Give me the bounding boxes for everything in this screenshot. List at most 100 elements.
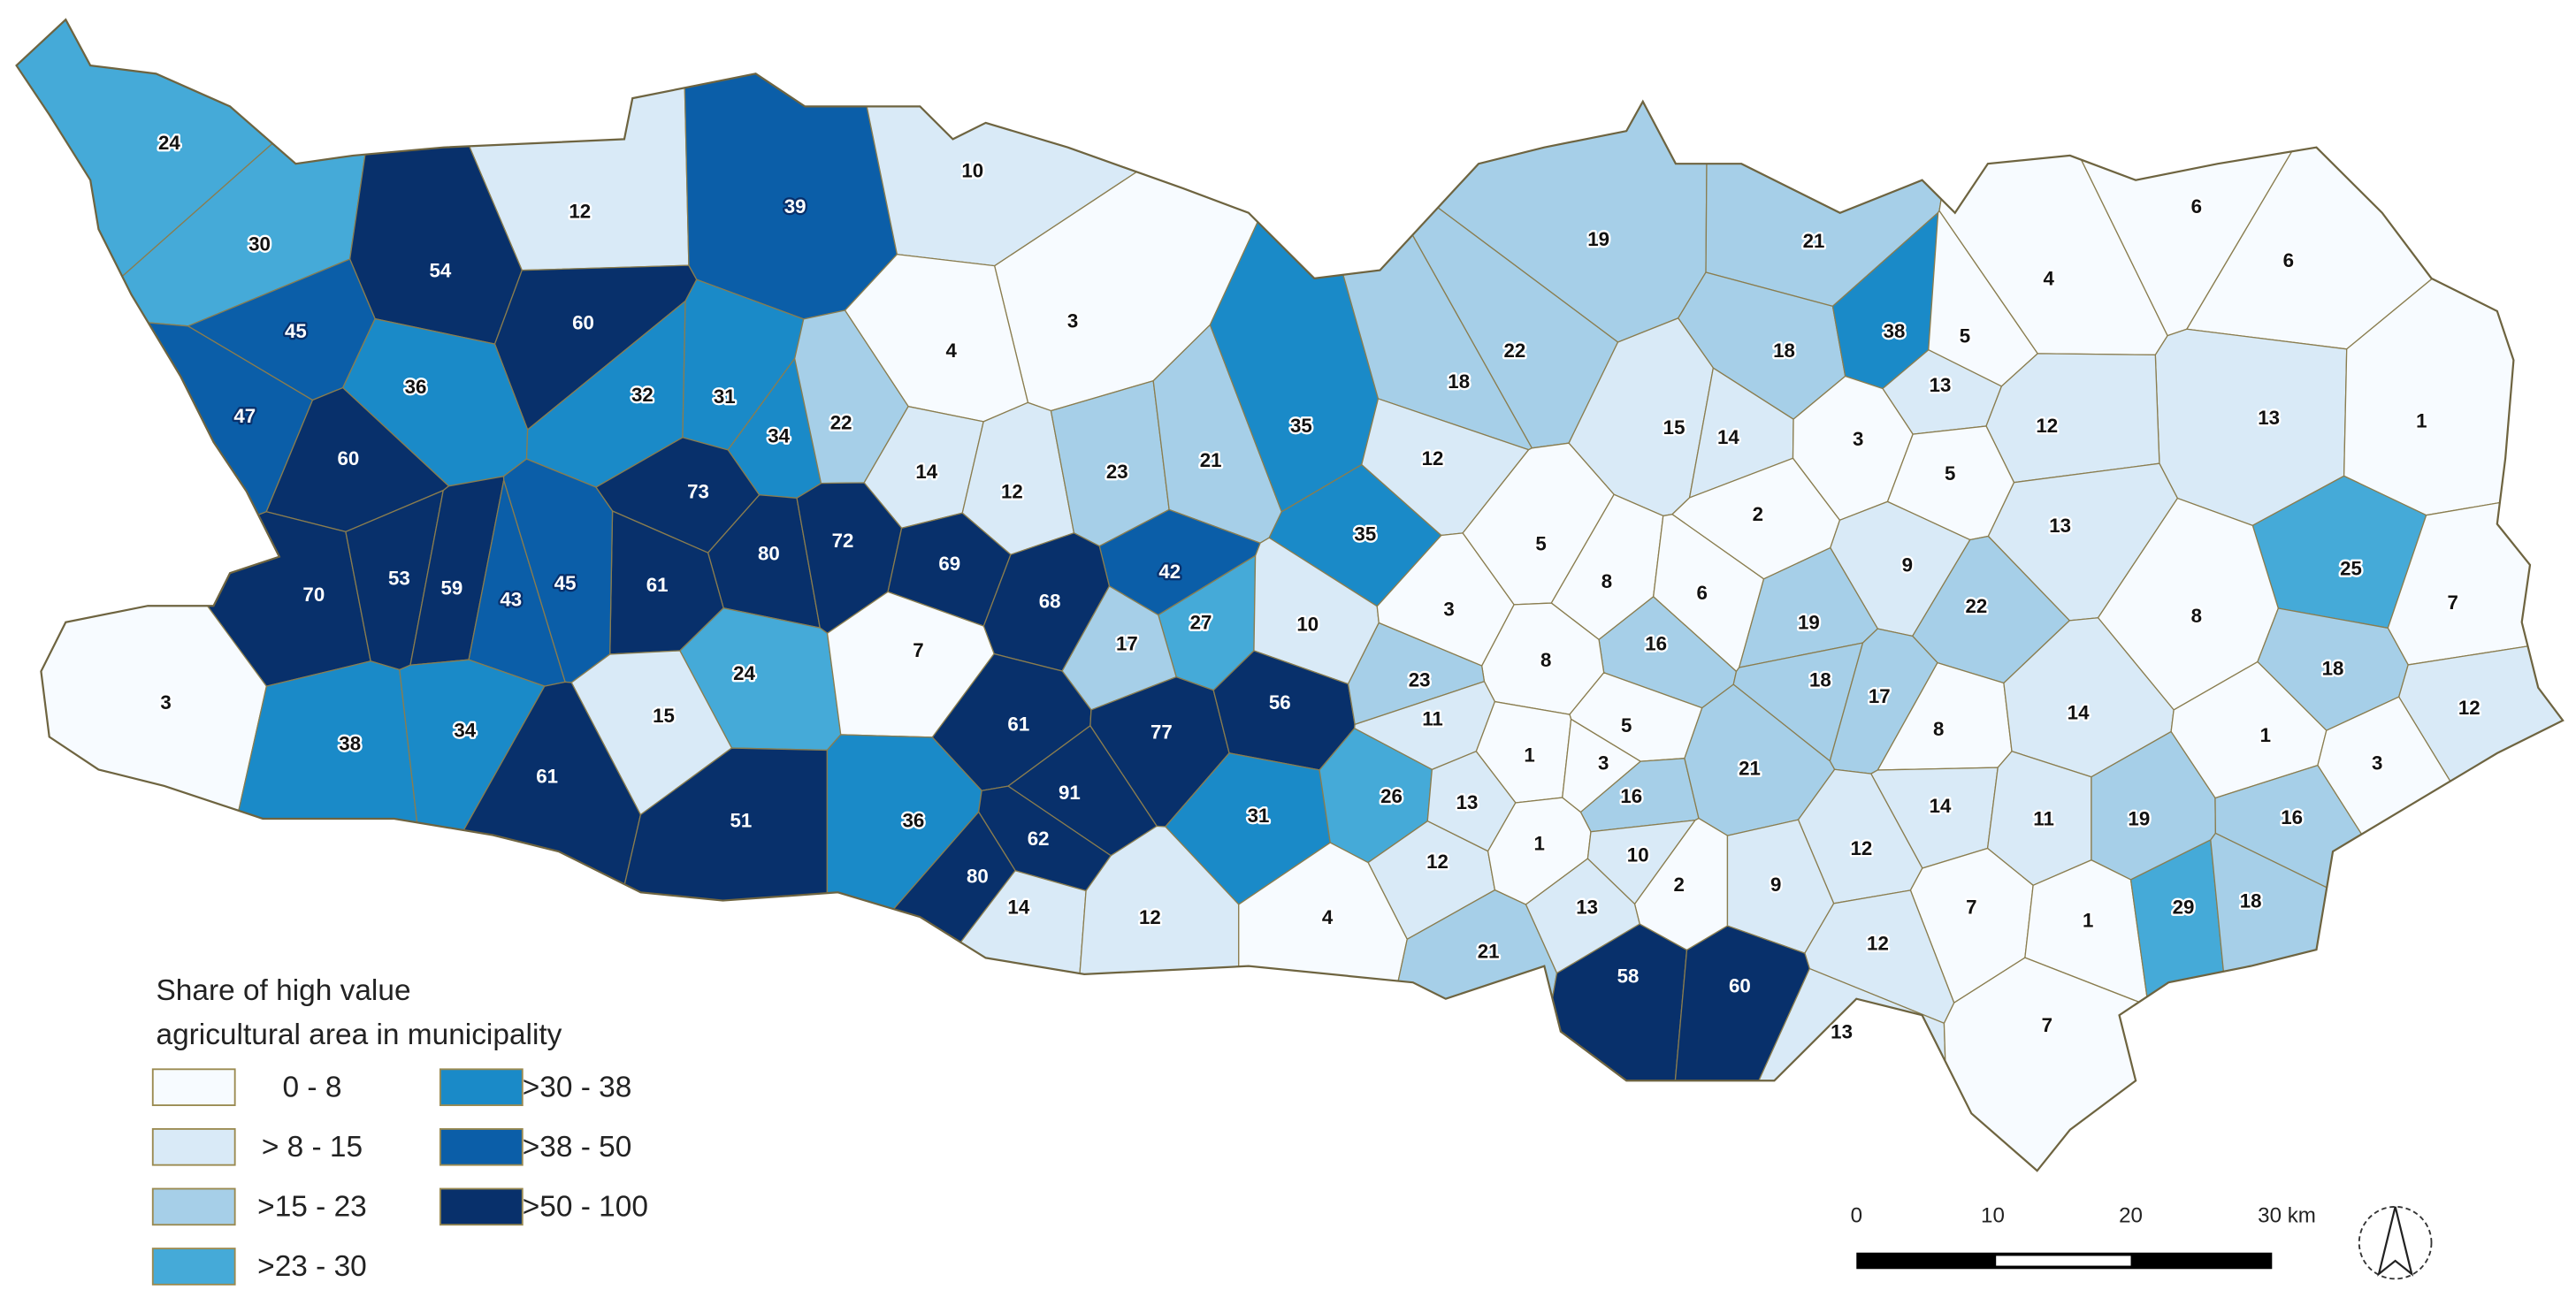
scale-label: 10 bbox=[1981, 1203, 2005, 1227]
municipality-label: 14 bbox=[2068, 701, 2090, 723]
municipality-label: 36 bbox=[405, 376, 427, 398]
municipality-label: 17 bbox=[1116, 633, 1138, 655]
municipality-label: 21 bbox=[1478, 941, 1500, 963]
municipality-label: 77 bbox=[1150, 721, 1173, 744]
municipality-label: 8 bbox=[1933, 718, 1944, 740]
municipality-label: 4 bbox=[2043, 268, 2054, 290]
legend-label: >50 - 100 bbox=[523, 1191, 648, 1224]
scale-bar: 0 10 20 30 km bbox=[1851, 1203, 2316, 1270]
municipality-label: 72 bbox=[832, 530, 854, 552]
municipality-label: 19 bbox=[1587, 228, 1609, 250]
municipality-label: 27 bbox=[1190, 611, 1212, 633]
municipality-label: 80 bbox=[967, 866, 989, 888]
municipality-label: 68 bbox=[1039, 590, 1061, 612]
municipality-label: 3 bbox=[1853, 428, 1863, 450]
scale-label: 20 bbox=[2119, 1203, 2143, 1227]
municipality-label: 7 bbox=[2042, 1014, 2052, 1036]
municipality-label: 60 bbox=[1729, 975, 1751, 997]
municipality-label: 18 bbox=[2322, 657, 2344, 679]
municipality-label: 21 bbox=[1803, 230, 1825, 252]
municipality-label: 3 bbox=[1067, 310, 1078, 332]
municipality-label: 3 bbox=[1598, 752, 1609, 775]
municipality-label: 21 bbox=[1200, 449, 1222, 471]
municipality-label: 13 bbox=[2258, 407, 2280, 429]
legend-label: > 8 - 15 bbox=[262, 1131, 363, 1164]
municipality-label: 12 bbox=[1867, 932, 1889, 954]
municipality-label: 60 bbox=[337, 447, 359, 469]
municipality-label: 19 bbox=[1798, 611, 1820, 633]
municipality-label: 54 bbox=[429, 259, 451, 281]
municipality-label: 7 bbox=[1966, 897, 1976, 919]
municipality-label: 12 bbox=[569, 201, 591, 223]
municipality-label: 61 bbox=[646, 574, 669, 596]
legend-swatch bbox=[151, 1248, 236, 1286]
region-outline bbox=[15, 18, 2565, 1172]
municipality-label: 5 bbox=[1945, 462, 1955, 485]
municipality-label: 22 bbox=[1503, 340, 1525, 362]
municipality-label: 21 bbox=[1739, 757, 1761, 779]
municipality-label: 26 bbox=[1380, 785, 1403, 807]
municipality-label: 22 bbox=[1966, 595, 1988, 617]
municipality-label: 4 bbox=[945, 340, 957, 362]
municipality-label: 6 bbox=[1696, 582, 1707, 604]
municipality-label: 56 bbox=[1269, 691, 1291, 714]
municipality-label: 38 bbox=[339, 733, 361, 755]
municipality-label: 12 bbox=[2458, 697, 2480, 719]
municipality-label: 13 bbox=[1456, 791, 1479, 813]
municipality-label: 80 bbox=[758, 543, 780, 565]
municipality-label: 18 bbox=[1448, 370, 1470, 393]
municipality-label: 14 bbox=[915, 461, 937, 483]
legend: Share of high value agricultural area in… bbox=[151, 974, 648, 1286]
municipality-label: 8 bbox=[2191, 605, 2202, 627]
municipality-label: 34 bbox=[454, 720, 476, 742]
municipality-label: 39 bbox=[784, 195, 806, 218]
municipality-label: 1 bbox=[2416, 410, 2427, 432]
municipality-label: 45 bbox=[554, 572, 577, 594]
municipality-label: 18 bbox=[2240, 889, 2262, 912]
municipality-label: 18 bbox=[1809, 668, 1831, 691]
municipality-label: 12 bbox=[1426, 851, 1449, 873]
municipality-label: 17 bbox=[1869, 685, 1891, 707]
municipality-label: 38 bbox=[1884, 320, 1906, 342]
scale-bar-segment bbox=[1996, 1255, 2131, 1266]
municipality-label: 2 bbox=[1673, 874, 1684, 896]
municipality-label: 1 bbox=[1534, 833, 1545, 855]
municipality-label: 42 bbox=[1158, 561, 1181, 583]
municipality bbox=[740, 869, 1087, 1171]
municipality-label: 12 bbox=[2036, 415, 2058, 437]
municipality-label: 36 bbox=[903, 810, 925, 832]
legend-swatch bbox=[151, 1068, 236, 1106]
municipality-label: 10 bbox=[961, 159, 983, 181]
municipality-label: 13 bbox=[1576, 897, 1598, 919]
municipality-label: 32 bbox=[631, 384, 654, 406]
municipality-label: 62 bbox=[1028, 828, 1050, 850]
municipality-label: 2 bbox=[1753, 503, 1763, 525]
municipality-label: 12 bbox=[1422, 447, 1444, 469]
municipality-label: 53 bbox=[388, 567, 410, 589]
municipality-label: 4 bbox=[1322, 906, 1334, 928]
scale-label: 0 bbox=[1851, 1203, 1862, 1227]
municipality-label: 29 bbox=[2173, 897, 2195, 919]
municipality-label: 91 bbox=[1059, 782, 1081, 804]
municipality-label: 24 bbox=[733, 662, 755, 684]
legend-swatch bbox=[151, 1127, 236, 1166]
legend-swatch bbox=[439, 1187, 524, 1226]
municipality-label: 11 bbox=[1422, 708, 1443, 730]
municipality-label: 45 bbox=[285, 320, 307, 342]
municipality-label: 35 bbox=[1354, 523, 1376, 545]
municipality-label: 31 bbox=[1248, 805, 1270, 827]
municipality-label: 18 bbox=[1773, 340, 1795, 362]
legend-label: >30 - 38 bbox=[523, 1071, 632, 1103]
municipality-label: 7 bbox=[2447, 591, 2458, 614]
municipality-label: 51 bbox=[730, 810, 752, 832]
municipality bbox=[1497, 923, 1688, 1171]
municipality-label: 15 bbox=[1663, 416, 1685, 439]
municipality-label: 14 bbox=[1007, 897, 1029, 919]
municipality-label: 13 bbox=[1831, 1020, 1853, 1042]
municipality-label: 25 bbox=[2340, 557, 2362, 579]
municipality-label: 58 bbox=[1617, 965, 1640, 988]
legend-swatch bbox=[439, 1068, 524, 1106]
municipality-label: 9 bbox=[1770, 874, 1781, 896]
